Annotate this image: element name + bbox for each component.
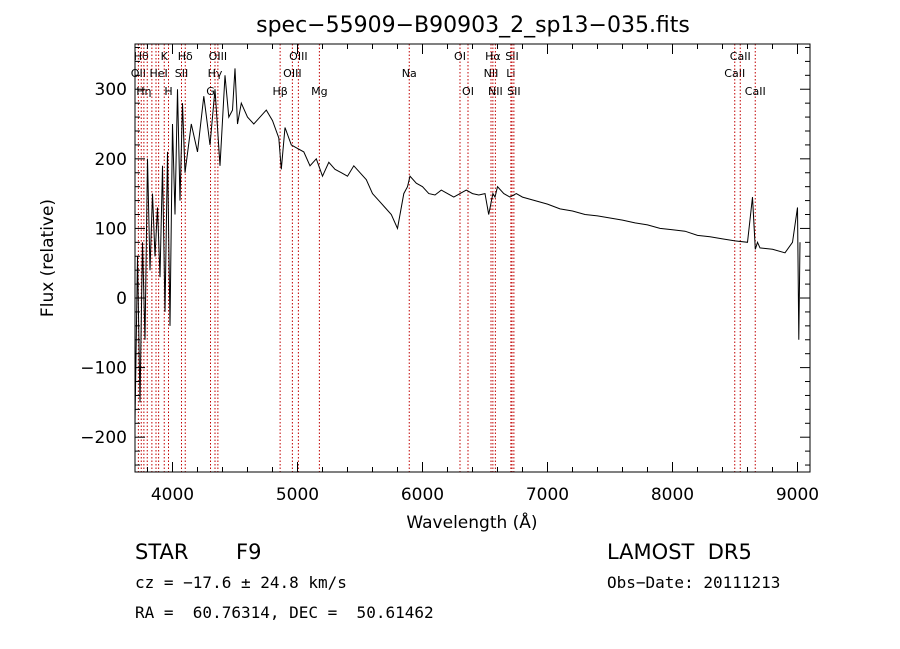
coordinates: RA = 60.76314, DEC = 50.61462 [135,603,434,622]
marker-label: H [164,85,172,98]
y-tick-label: 300 [95,80,127,100]
marker-label: OI [454,50,466,63]
marker-label: SII [175,67,188,80]
x-tick-label: 4000 [151,485,194,505]
marker-label: CaII [724,67,745,80]
x-tick-label: 7000 [526,485,569,505]
marker-label: OIII [209,50,227,63]
object-class: STAR [135,540,189,564]
axes: 4000 5000 6000 7000 8000 9000 −200 −100 0 100 200 3… [80,44,819,505]
survey-name: LAMOST DR5 [607,540,752,564]
y-tick-label: 100 [95,219,127,239]
marker-label: SII [505,50,518,63]
marker-label: Hη [136,85,151,98]
marker-label: G [206,85,215,98]
marker-label: Hβ [272,85,287,98]
marker-label: CaII [730,50,751,63]
marker-label: HeI [149,67,167,80]
y-tick-label: −100 [80,359,127,379]
marker-label: OIII [289,50,307,63]
y-tick-label: 0 [116,289,127,309]
chart-title: spec−55909−B90903_2_sp13−035.fits [256,13,690,38]
x-axis-label: Wavelength (Å) [406,511,537,533]
line-markers: HθOIIHηHeIKHSIIHδGHγOIIIHβOIIIOIIIMgNaOI… [131,44,766,472]
marker-label: Hδ [178,50,193,63]
x-tick-label: 5000 [276,485,319,505]
marker-label: Hγ [208,67,223,80]
x-tick-label: 9000 [776,485,819,505]
y-tick-label: −200 [80,428,127,448]
marker-label: K [161,50,169,63]
marker-label: SII [507,85,520,98]
marker-label: OIII [283,67,301,80]
marker-label: Li [506,67,515,80]
x-tick-label: 8000 [651,485,694,505]
marker-label: OI [462,85,474,98]
y-axis-label: Flux (relative) [38,199,58,317]
spectral-subclass: F9 [236,540,262,564]
y-tick-label: 200 [95,150,127,170]
marker-label: Na [402,67,417,80]
marker-label: NII [488,85,503,98]
marker-label: Hθ [134,50,149,63]
redshift-info: cz = −17.6 ± 24.8 km/s [135,573,347,592]
marker-label: CaII [745,85,766,98]
plot-frame [134,43,811,473]
spectrum-line [134,68,801,424]
marker-label: Mg [311,85,327,98]
marker-label: Hα [485,50,501,63]
observation-date: Obs−Date: 20111213 [607,573,781,592]
marker-label: NII [484,67,499,80]
x-tick-label: 6000 [401,485,444,505]
